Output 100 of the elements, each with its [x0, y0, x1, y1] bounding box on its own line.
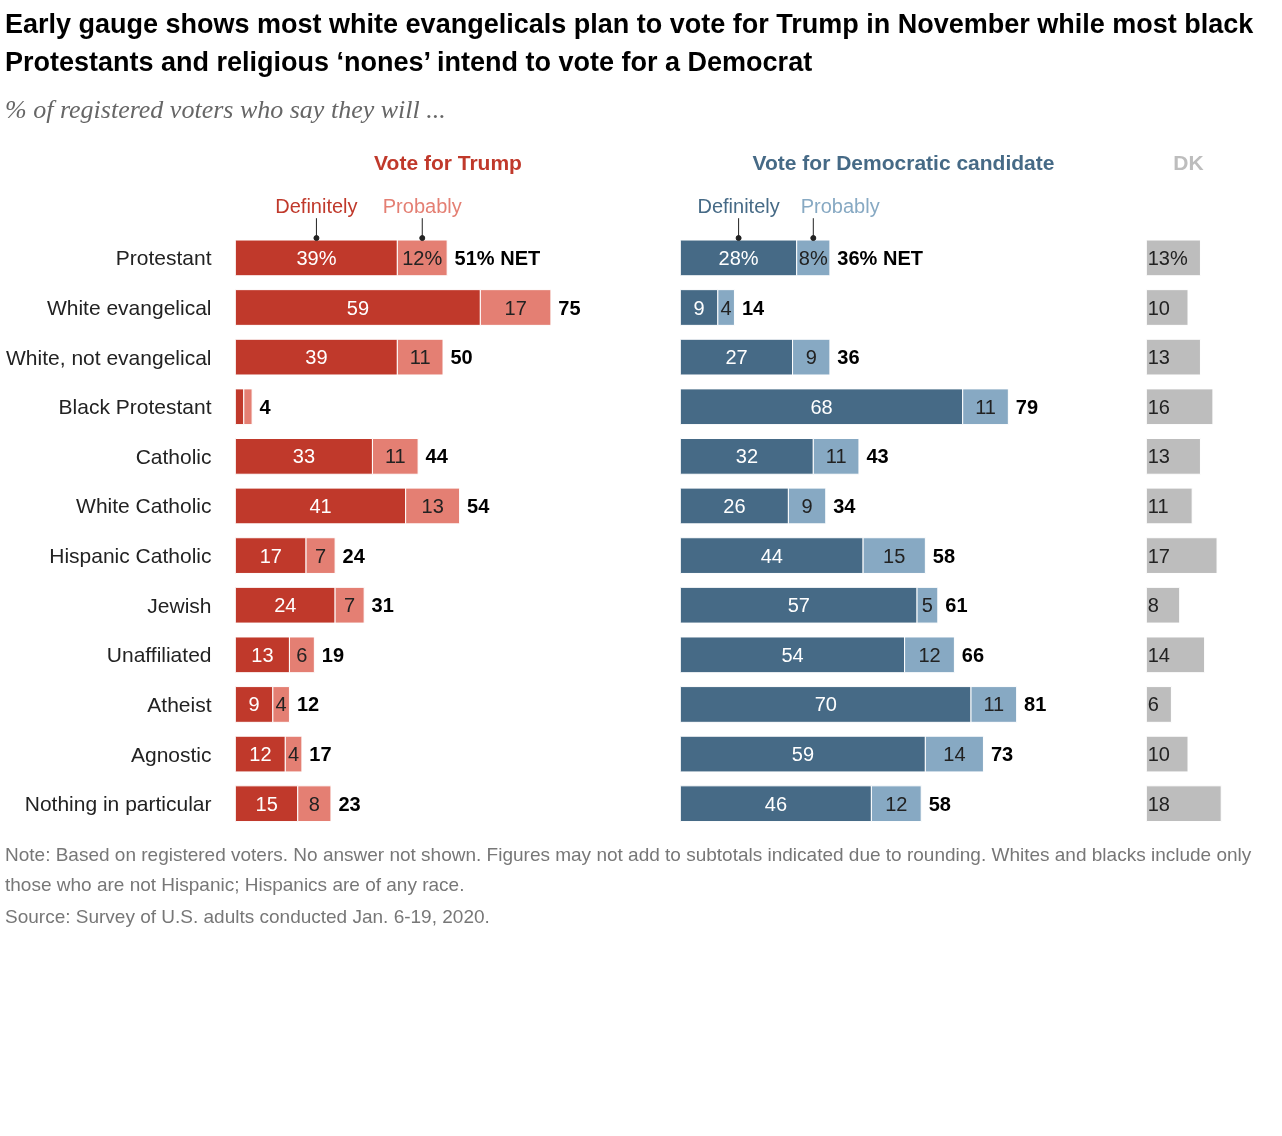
data-label: 10: [1147, 743, 1170, 766]
total-label: 4: [259, 395, 272, 418]
data-label: 17: [1147, 544, 1170, 567]
data-label: 14: [1147, 643, 1170, 666]
data-label: 6: [296, 643, 308, 666]
y-tick-label: White evangelical: [46, 296, 212, 320]
data-label: 7: [315, 544, 327, 567]
text: % of registered voters who say they will ...: [5, 94, 447, 126]
total-label: 24: [342, 544, 366, 567]
total-label: 50: [450, 346, 473, 369]
bar: [1146, 487, 1193, 525]
data-label: 5: [921, 594, 933, 617]
y-tick-label: White Catholic: [76, 494, 212, 518]
bar: [1146, 438, 1201, 475]
total-label: 17: [309, 743, 332, 766]
chart-title: Vote for Democratic candidate: [752, 150, 1055, 174]
data-label: 13: [421, 495, 444, 518]
bar: [1146, 735, 1189, 773]
total-label: 61: [945, 594, 968, 617]
data-label: 11: [1147, 495, 1169, 518]
total-label: 79: [1015, 395, 1039, 418]
data-label: 4: [288, 743, 300, 766]
total-label: 31: [371, 594, 394, 617]
data-label: 27: [725, 346, 748, 369]
data-label: 26: [723, 495, 746, 518]
series-label: Probably: [800, 194, 880, 217]
data-label: 8%: [798, 247, 828, 270]
data-label: 15: [883, 544, 906, 567]
total-label: 36: [837, 346, 860, 369]
y-tick-label: Agnostic: [130, 742, 212, 766]
data-label: 4: [720, 296, 732, 319]
data-label: 18: [1147, 792, 1170, 815]
data-label: 6: [1147, 693, 1159, 716]
data-label: 12%: [402, 247, 443, 270]
y-tick-label: Jewish: [147, 593, 212, 617]
data-label: 59: [791, 743, 815, 766]
data-label: 12: [249, 743, 272, 766]
data-label: 7: [344, 594, 356, 617]
data-label: 59: [346, 296, 370, 319]
total-label: 73: [990, 743, 1014, 766]
data-label: 32: [735, 445, 759, 468]
y-tick-label: Nothing in particular: [24, 792, 212, 816]
total-label: 51% NET: [454, 247, 541, 270]
chart-title: Vote for Trump: [374, 150, 522, 174]
data-label: 17: [504, 296, 527, 319]
total-label: 58: [928, 792, 951, 815]
chart-title: DK: [1173, 150, 1204, 174]
data-label: 57: [787, 594, 810, 617]
data-label: 11: [975, 395, 996, 418]
bar: [1146, 785, 1222, 823]
data-label: 15: [255, 792, 278, 815]
bar: [1146, 537, 1218, 575]
source-note: Source: Survey of U.S. adults conducted Jan. 6-19, 2020.: [5, 905, 491, 930]
data-label: 4: [275, 693, 287, 716]
total-label: 34: [833, 495, 857, 518]
data-label: 13: [251, 643, 274, 666]
data-label: 39: [305, 346, 328, 369]
bar: [1146, 388, 1214, 426]
y-tick-label: Catholic: [135, 445, 212, 468]
data-label: 11: [384, 445, 406, 468]
series-label: Definitely: [697, 194, 780, 217]
data-label: 14: [943, 743, 966, 766]
data-label: 11: [983, 693, 1005, 716]
bar: [1146, 636, 1206, 674]
total-label: 54: [467, 495, 491, 518]
data-label: 24: [274, 594, 297, 617]
data-label: 9: [248, 693, 260, 716]
data-label: 16: [1147, 395, 1170, 418]
y-tick-label: Hispanic Catholic: [49, 544, 212, 568]
y-tick-label: Black Protestant: [58, 395, 212, 419]
data-label: 68: [810, 395, 833, 418]
bar: [1146, 289, 1189, 327]
text: Early gauge shows most white evangelicals plan to vote for Trump in November while most black Protestants and religious ‘nones’ intend to vote for a Democrat: [5, 8, 1255, 79]
total-label: 58: [932, 544, 956, 567]
total-label: 23: [338, 792, 361, 815]
data-label: 13: [1147, 346, 1170, 369]
series-label: Definitely: [275, 194, 358, 217]
data-label: 17: [259, 544, 282, 567]
bar: [1146, 686, 1172, 723]
total-label: 12: [296, 693, 320, 716]
data-label: 13: [1147, 445, 1170, 468]
y-tick-label: Unaffiliated: [106, 643, 212, 667]
data-label: 39%: [296, 247, 337, 270]
bar: [1146, 587, 1181, 624]
y-tick-label: Atheist: [147, 693, 212, 717]
data-label: 28%: [718, 247, 759, 270]
data-label: 11: [825, 445, 847, 468]
data-label: 13%: [1147, 247, 1188, 270]
data-label: 9: [805, 346, 817, 369]
data-label: 12: [918, 643, 941, 666]
data-label: 46: [764, 792, 788, 815]
total-label: 43: [866, 445, 889, 468]
data-label: 8: [308, 792, 320, 815]
total-label: 66: [961, 643, 985, 666]
data-label: 11: [409, 346, 431, 369]
y-tick-label: Protestant: [115, 246, 212, 270]
data-label: 10: [1147, 296, 1170, 319]
data-label: 12: [885, 792, 908, 815]
total-label: 44: [425, 445, 449, 468]
total-label: 75: [558, 296, 581, 319]
